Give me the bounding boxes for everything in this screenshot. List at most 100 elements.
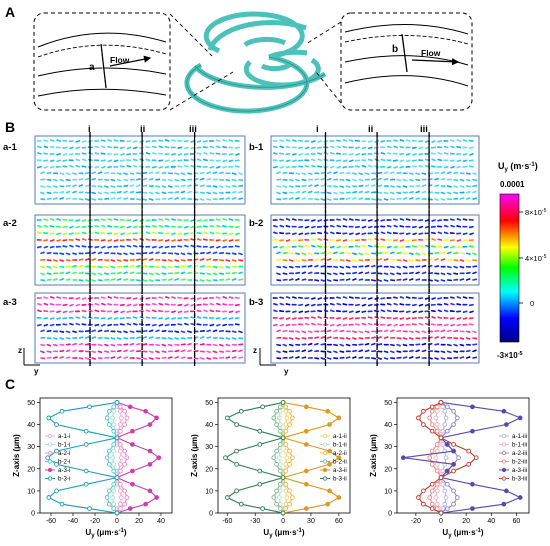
vector-head	[183, 337, 186, 340]
vector-head	[43, 296, 46, 299]
vector-head	[304, 265, 307, 268]
vector-head	[209, 192, 211, 195]
vector-head	[298, 159, 300, 162]
vector-head	[285, 179, 288, 181]
vector-head	[209, 302, 212, 305]
vector-head	[145, 171, 148, 174]
vector-head	[291, 146, 294, 149]
vector-head	[304, 311, 307, 313]
vector-head	[437, 192, 440, 194]
data-point	[274, 501, 279, 507]
vector-head	[183, 343, 186, 346]
vector-head	[62, 173, 65, 175]
vector-head	[418, 147, 421, 150]
vector-head	[119, 179, 122, 182]
vector-head	[430, 184, 433, 187]
vector-head	[418, 331, 420, 334]
vector-head	[443, 309, 446, 312]
vector-head	[177, 278, 179, 280]
vector-head	[177, 349, 180, 352]
vector-head	[361, 190, 363, 193]
vector-head	[132, 316, 135, 319]
vector-head	[164, 192, 167, 195]
vector-head	[462, 160, 465, 163]
vector-head	[164, 186, 167, 188]
vector-head	[449, 152, 452, 155]
data-point	[45, 455, 51, 461]
vector-head	[94, 238, 96, 241]
vector-head	[361, 316, 364, 319]
data-point	[517, 415, 523, 421]
vector-head	[405, 278, 408, 281]
vector-head	[215, 139, 218, 142]
data-point	[443, 455, 449, 461]
vector-head	[164, 278, 167, 281]
data-point	[106, 461, 112, 467]
vector-head	[418, 265, 421, 268]
vector-head	[158, 198, 161, 201]
vector-head	[133, 322, 135, 325]
vector-head	[107, 225, 110, 227]
vector-head	[393, 357, 396, 360]
vector-head	[279, 232, 281, 234]
vector-head	[399, 171, 402, 174]
vector-head	[68, 349, 71, 352]
vector-head	[329, 329, 332, 332]
vector-head	[87, 146, 90, 149]
vector-head	[323, 177, 325, 180]
data-point	[111, 448, 117, 454]
vector-head	[222, 337, 225, 340]
vector-head	[311, 178, 313, 181]
data-point	[117, 428, 123, 434]
vector-head	[87, 166, 90, 168]
vector-head	[209, 336, 211, 339]
vector-head	[43, 357, 46, 360]
vector-head	[119, 331, 122, 333]
vector-head	[374, 330, 377, 333]
vector-head	[119, 197, 122, 199]
vector-head	[450, 198, 452, 201]
vector-head	[393, 178, 396, 181]
vector-head	[405, 225, 408, 228]
vector-head	[82, 238, 84, 240]
vector-head	[202, 343, 205, 345]
vector-head	[49, 171, 52, 174]
vector-head	[430, 342, 433, 345]
data-point	[111, 468, 117, 474]
vector-head	[139, 198, 141, 201]
vector-head	[139, 357, 141, 360]
vector-head	[119, 165, 122, 168]
vector-head	[171, 272, 174, 275]
vector-head	[468, 239, 471, 242]
vector-head	[209, 309, 212, 312]
vector-head	[424, 322, 427, 325]
vector-head	[348, 186, 351, 188]
vector-head	[126, 297, 129, 300]
vector-head	[222, 278, 225, 281]
series-b-1-i	[110, 400, 120, 516]
data-point	[280, 400, 286, 405]
series-b-1-ii	[277, 400, 286, 516]
vector-head	[158, 139, 161, 142]
vector-head	[279, 324, 282, 327]
vector-head	[336, 178, 339, 181]
data-point	[325, 501, 331, 507]
vector-head	[132, 264, 135, 267]
vector-head	[126, 226, 129, 229]
vector-head	[69, 244, 71, 247]
vector-head	[62, 218, 65, 221]
vector-head	[183, 253, 186, 256]
colorbar-min: -3×10-5	[497, 351, 523, 360]
legend-label: b-3-ii	[333, 476, 347, 483]
vector-head	[291, 266, 294, 269]
vector-head	[164, 246, 167, 249]
vector-head	[113, 317, 116, 320]
vector-head	[43, 139, 46, 142]
vector-head	[291, 323, 294, 326]
vector-head	[386, 251, 389, 254]
vector-head	[81, 178, 84, 180]
vector-head	[241, 356, 244, 359]
vector-head	[462, 218, 465, 221]
vector-head	[68, 343, 71, 346]
vector-head	[68, 356, 71, 359]
